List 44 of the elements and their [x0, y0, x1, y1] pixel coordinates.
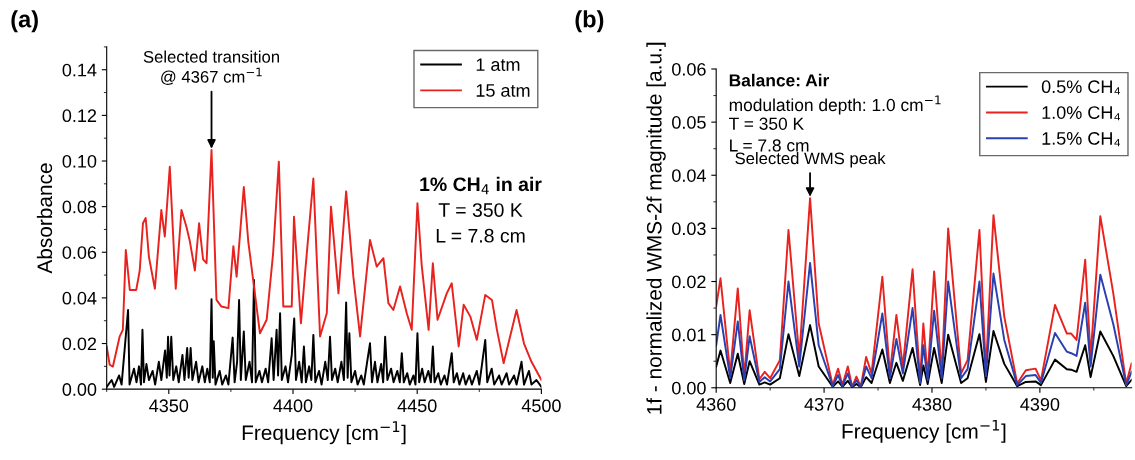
y-tick-label: 0.00: [62, 383, 97, 396]
x-tick-label: 4450: [397, 399, 437, 413]
y-tick-label: 0.12: [62, 109, 97, 123]
x-tick-label: 4400: [273, 399, 313, 413]
y-axis-title: Absorbance: [36, 163, 53, 274]
y-tick-label: 0.04: [672, 169, 706, 182]
x-tick-label: 4360: [696, 397, 736, 411]
legend-label: 1.5% CH₄: [1042, 132, 1121, 147]
x-tick-label: 4390: [1020, 397, 1060, 411]
y-axis-title: 1f - normalized WMS-2f magnitude [a.u.]: [646, 42, 666, 414]
y-tick-label: 0.01: [672, 328, 706, 342]
chart-title: (a): [11, 10, 38, 33]
y-tick-label: 0.05: [672, 116, 706, 129]
legend-label: 1.0% CH₄: [1042, 106, 1121, 121]
x-tick-label: 4370: [804, 397, 844, 411]
annotation: L = 7.8 cm: [436, 228, 525, 243]
annotation: Selected transition @ 4367 cm$^{−1}$: [143, 50, 279, 85]
legend-label: 15 atm: [476, 84, 530, 97]
y-tick-label: 0.10: [62, 154, 97, 168]
legend-label: 0.5% CH₄: [1041, 80, 1121, 95]
chart-title: (b): [575, 10, 604, 33]
annotation: T = 350 K: [438, 203, 523, 217]
line-series: [106, 149, 542, 381]
x-tick-label: 4380: [912, 397, 952, 411]
x-tick-label: 4350: [149, 399, 189, 413]
x-tick-label: 4500: [521, 399, 561, 413]
x-axis-title: Frequency [cm$^{−1}$]: [242, 421, 406, 445]
annotation: 1% CH$_{4}$ in air: [420, 176, 542, 195]
y-tick-label: 0.06: [62, 246, 97, 259]
y-tick-label: 0.02: [672, 275, 706, 289]
annotation: T = 350 K: [729, 117, 804, 130]
y-tick-label: 0.02: [62, 337, 97, 351]
y-tick-label: 0.08: [62, 200, 97, 214]
x-axis-title: Frequency [cm$^{−1}$]: [842, 419, 1006, 443]
y-tick-label: 0.03: [672, 222, 706, 236]
legend-label: 1 atm: [476, 58, 520, 72]
annotation: L = 7.8 cm: [730, 139, 809, 152]
annotation: modulation depth: 1.0 cm$^{−1}$: [729, 95, 941, 115]
y-tick-label: 0.04: [62, 291, 97, 305]
y-tick-label: 0.00: [672, 381, 706, 395]
y-tick-label: 0.06: [672, 62, 706, 76]
annotation: Selected WMS peak: [735, 152, 886, 168]
annotation: Balance: Air: [729, 73, 830, 87]
y-tick-label: 0.14: [62, 63, 97, 77]
